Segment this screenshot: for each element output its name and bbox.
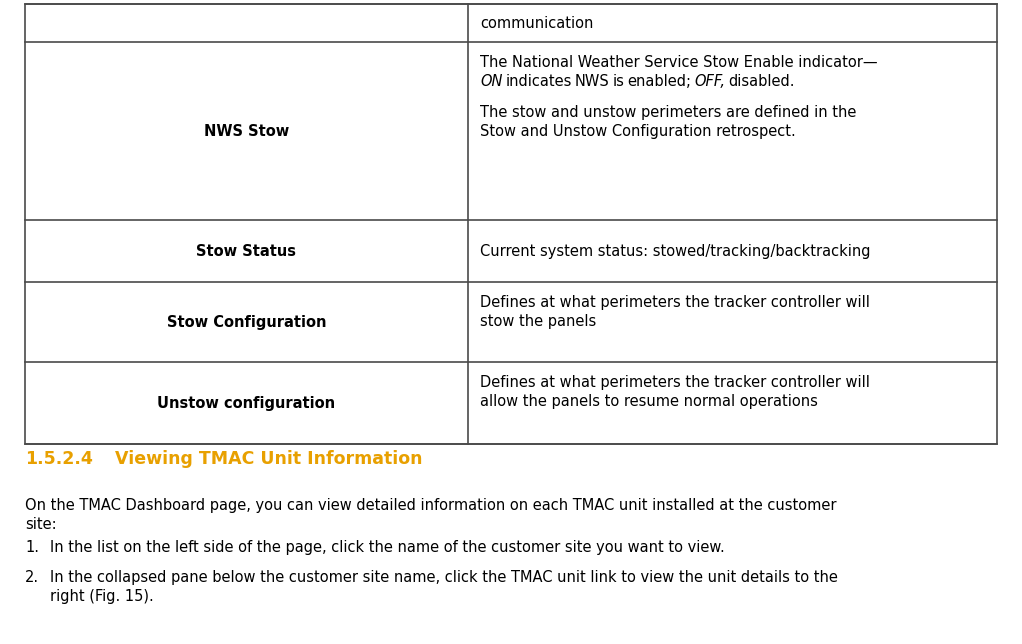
Text: Stow Configuration: Stow Configuration [167, 314, 326, 330]
Text: disabled.: disabled. [728, 74, 795, 90]
Text: Defines at what perimeters the tracker controller will: Defines at what perimeters the tracker c… [480, 375, 870, 390]
Text: ON: ON [480, 74, 503, 90]
Text: enabled;: enabled; [628, 74, 691, 90]
Text: Stow and Unstow Configuration retrospect.: Stow and Unstow Configuration retrospect… [480, 124, 796, 138]
Text: The stow and unstow perimeters are defined in the: The stow and unstow perimeters are defin… [480, 104, 856, 120]
Text: Defines at what perimeters the tracker controller will: Defines at what perimeters the tracker c… [480, 295, 870, 310]
Text: allow the panels to resume normal operations: allow the panels to resume normal operat… [480, 394, 818, 409]
Text: indicates: indicates [506, 74, 572, 90]
Text: right (Fig. 15).: right (Fig. 15). [50, 589, 153, 604]
Text: 1.5.2.4: 1.5.2.4 [25, 450, 93, 468]
Text: In the list on the left side of the page, click the name of the customer site yo: In the list on the left side of the page… [50, 540, 725, 555]
Text: In the collapsed pane below the customer site name, click the TMAC unit link to : In the collapsed pane below the customer… [50, 570, 838, 585]
Text: Viewing TMAC Unit Information: Viewing TMAC Unit Information [115, 450, 422, 468]
Text: 2.: 2. [25, 570, 39, 585]
Text: NWS: NWS [574, 74, 609, 90]
Text: The National Weather Service Stow Enable indicator—: The National Weather Service Stow Enable… [480, 55, 878, 70]
Text: is: is [612, 74, 624, 90]
Text: Current system status: stowed/tracking/backtracking: Current system status: stowed/tracking/b… [480, 243, 871, 258]
Text: Unstow configuration: Unstow configuration [157, 395, 335, 410]
Text: NWS Stow: NWS Stow [203, 124, 289, 138]
Text: Stow Status: Stow Status [196, 243, 296, 258]
Text: stow the panels: stow the panels [480, 314, 596, 329]
Text: 1.: 1. [25, 540, 39, 555]
Text: On the TMAC Dashboard page, you can view detailed information on each TMAC unit : On the TMAC Dashboard page, you can view… [25, 498, 836, 513]
Text: site:: site: [25, 517, 56, 532]
Bar [25, 4, 997, 444]
Text: OFF,: OFF, [694, 74, 726, 90]
Text: communication: communication [480, 15, 594, 30]
